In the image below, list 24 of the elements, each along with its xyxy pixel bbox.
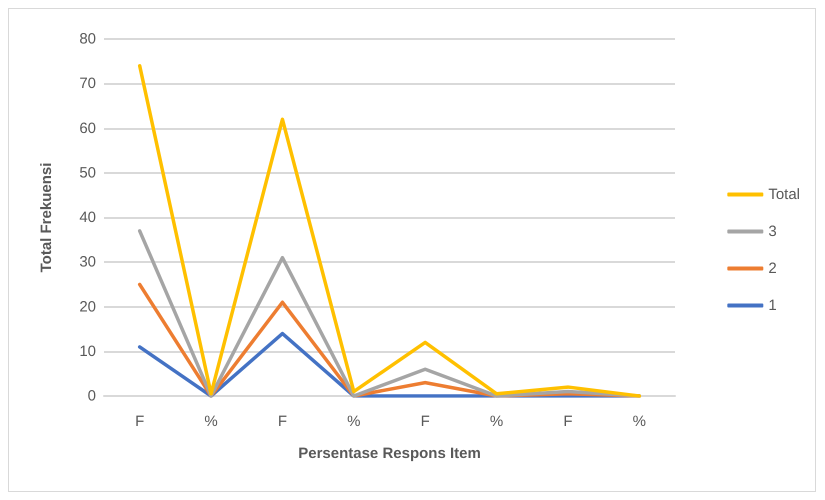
x-tick-label: F <box>135 413 144 430</box>
y-tick-label: 80 <box>79 30 96 48</box>
legend-label: Total <box>768 186 800 203</box>
line-series <box>138 64 642 398</box>
x-tick-label: F <box>563 413 573 430</box>
y-axis-title: Total Frekuensi <box>38 162 55 272</box>
y-tick-label: 30 <box>79 254 96 271</box>
y-tick-label: 60 <box>79 120 96 137</box>
x-tick-label: % <box>490 413 504 430</box>
x-tick-label: F <box>278 413 288 430</box>
y-tick-label: 10 <box>79 342 96 360</box>
legend-label: 2 <box>768 260 777 277</box>
x-tick-label: % <box>632 413 646 430</box>
y-tick-label: 70 <box>79 75 96 92</box>
legend-label: 3 <box>768 223 777 240</box>
y-tick-label: 20 <box>79 298 96 316</box>
y-tick-label: 0 <box>88 388 96 404</box>
x-tick-label: F <box>420 413 430 430</box>
y-tick-label: 50 <box>79 164 96 182</box>
x-tick-label: % <box>204 413 218 430</box>
legend-label: 1 <box>768 297 777 314</box>
y-tick-label: 40 <box>79 209 96 226</box>
x-axis-title: Persentase Respons Item <box>298 445 481 462</box>
x-tick-label: % <box>347 413 360 430</box>
